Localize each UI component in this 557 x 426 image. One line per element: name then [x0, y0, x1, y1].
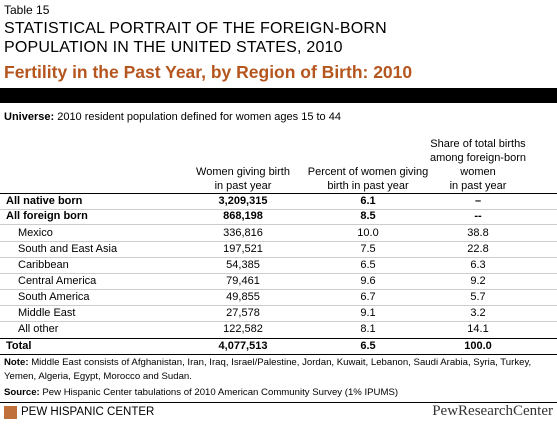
cell: 27,578 [226, 307, 260, 319]
cell: 6.3 [470, 259, 486, 271]
cell: 49,855 [226, 291, 260, 303]
row-rule [0, 209, 557, 210]
total-rule [0, 354, 557, 355]
row-label: Middle East [18, 307, 76, 319]
subtitle: Fertility in the Past Year, by Region of… [4, 62, 413, 82]
cell: 5.7 [470, 291, 486, 303]
row-rule [0, 321, 557, 322]
cell: 6.5 [360, 340, 376, 352]
row-label: Mexico [18, 227, 53, 239]
cell: 9.1 [360, 307, 376, 319]
cell: 14.1 [467, 323, 489, 335]
cell: 54,385 [226, 259, 260, 271]
cell: 868,198 [223, 210, 263, 222]
column-header: Percent of women giving [307, 166, 429, 178]
cell: 79,461 [226, 275, 260, 287]
row-label: All other [18, 323, 59, 335]
cell: 6.1 [360, 195, 376, 207]
cell: 38.8 [467, 227, 489, 239]
title-line: STATISTICAL PORTRAIT OF THE FOREIGN-BORN [4, 20, 387, 37]
cell: 122,582 [223, 323, 263, 335]
cell: 8.1 [360, 323, 376, 335]
column-header: Share of total births [430, 138, 526, 150]
cell: 4,077,513 [218, 340, 268, 352]
cell: 336,816 [223, 227, 263, 239]
universe-label: Universe: [4, 111, 55, 123]
footer-left: PEW HISPANIC CENTER [21, 406, 155, 418]
row-label: All native born [6, 195, 83, 207]
cell: -- [474, 210, 482, 222]
note: Note: Middle East consists of Afghanista… [4, 356, 552, 384]
total-rule [0, 338, 557, 339]
cell: 6.7 [360, 291, 376, 303]
cell: 7.5 [360, 243, 376, 255]
cell: 100.0 [464, 340, 492, 352]
header-bar [0, 88, 557, 103]
cell: 9.6 [360, 275, 376, 287]
row-label: South and East Asia [18, 243, 118, 255]
source: Source: Pew Hispanic Center tabulations … [4, 387, 398, 398]
universe: Universe: 2010 resident population defin… [4, 111, 341, 124]
logo-icon [4, 406, 17, 419]
cell: 3,209,315 [218, 195, 268, 207]
row-label: All foreign born [6, 210, 88, 222]
footer-rule [0, 402, 557, 403]
column-header: among foreign-born [429, 152, 526, 164]
column-header: in past year [214, 180, 272, 192]
header-rule [0, 193, 557, 194]
row-rule [0, 224, 557, 225]
source-label: Source: [4, 387, 40, 398]
row-rule [0, 289, 557, 290]
note-label: Note: [4, 357, 29, 368]
row-label: Total [6, 340, 32, 352]
column-header: in past year [449, 180, 507, 192]
note-text: Middle East consists of Afghanistan, Ira… [4, 357, 532, 382]
cell: 197,521 [223, 243, 263, 255]
source-text: Pew Hispanic Center tabulations of 2010 … [42, 387, 399, 398]
footer-right: PewResearchCenter [432, 403, 553, 419]
column-header: women [460, 166, 496, 178]
cell: 9.2 [470, 275, 486, 287]
cell: 3.2 [470, 307, 486, 319]
row-rule [0, 305, 557, 306]
title-line: POPULATION IN THE UNITED STATES, 2010 [4, 39, 343, 56]
cell: – [474, 195, 482, 207]
table-label: Table 15 [4, 3, 50, 17]
cell: 10.0 [357, 227, 379, 239]
row-label: Caribbean [18, 259, 69, 271]
column-header: Women giving birth [196, 166, 290, 178]
row-rule [0, 257, 557, 258]
row-rule [0, 241, 557, 242]
cell: 8.5 [360, 210, 376, 222]
row-rule [0, 273, 557, 274]
row-label: Central America [18, 275, 97, 287]
row-label: South America [18, 291, 90, 303]
column-header: birth in past year [327, 180, 409, 192]
cell: 6.5 [360, 259, 376, 271]
universe-text: 2010 resident population defined for wom… [57, 111, 341, 123]
cell: 22.8 [467, 243, 489, 255]
